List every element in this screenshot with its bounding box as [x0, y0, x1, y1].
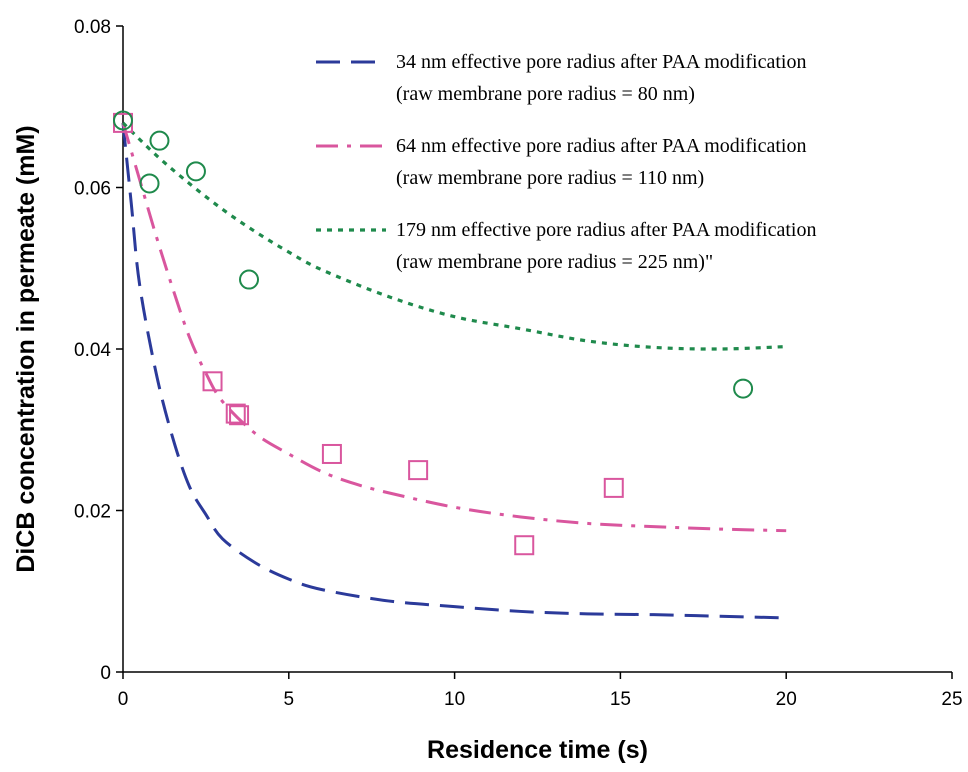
legend-label: 179 nm effective pore radius after PAA m… [396, 219, 816, 241]
data-point-circle [239, 269, 260, 290]
legend-sublabel: (raw membrane pore radius = 80 nm) [396, 83, 695, 105]
x-tick-label: 25 [941, 689, 962, 710]
series-points [113, 110, 754, 556]
data-point-square [229, 405, 250, 426]
y-tick-label: 0.06 [74, 179, 111, 200]
y-axis-title: DiCB concentration in permeate (mM) [12, 125, 40, 572]
series-line [121, 121, 787, 351]
data-point-square [321, 443, 342, 464]
y-tick-label: 0.04 [74, 340, 111, 361]
data-point-circle [149, 130, 170, 151]
legend: 34 nm effective pore radius after PAA mo… [316, 51, 816, 273]
x-tick-label: 10 [444, 689, 465, 710]
data-point-square [603, 477, 624, 498]
data-point-circle [185, 161, 206, 182]
data-point-circle [139, 173, 160, 194]
data-point-square [225, 403, 246, 424]
series-line [121, 122, 787, 533]
y-ticks: 0 0.02 0.04 0.06 0.08 [74, 17, 123, 684]
y-tick-label: 0.02 [74, 502, 111, 523]
series-lines [121, 121, 787, 620]
data-point-square [408, 460, 429, 481]
y-tick-label: 0.08 [74, 17, 111, 38]
data-point-circle [733, 378, 754, 399]
x-tick-label: 0 [118, 689, 129, 710]
x-tick-label: 20 [776, 689, 797, 710]
series-line [121, 122, 787, 620]
x-tick-label: 15 [610, 689, 631, 710]
legend-label: 34 nm effective pore radius after PAA mo… [396, 51, 806, 73]
y-tick-label: 0 [100, 663, 111, 684]
data-point-square [202, 371, 223, 392]
x-tick-label: 5 [284, 689, 295, 710]
legend-sublabel: (raw membrane pore radius = 110 nm) [396, 167, 704, 189]
plot-area: 0 5 10 15 20 25 0 0.02 0.04 0.06 0.08 [74, 17, 963, 710]
data-point-square [514, 535, 535, 556]
x-ticks: 0 5 10 15 20 25 [118, 672, 963, 710]
x-axis-title: Residence time (s) [427, 736, 648, 764]
legend-sublabel: (raw membrane pore radius = 225 nm)" [396, 251, 713, 273]
legend-label: 64 nm effective pore radius after PAA mo… [396, 135, 806, 157]
data-point-circle [113, 110, 133, 131]
